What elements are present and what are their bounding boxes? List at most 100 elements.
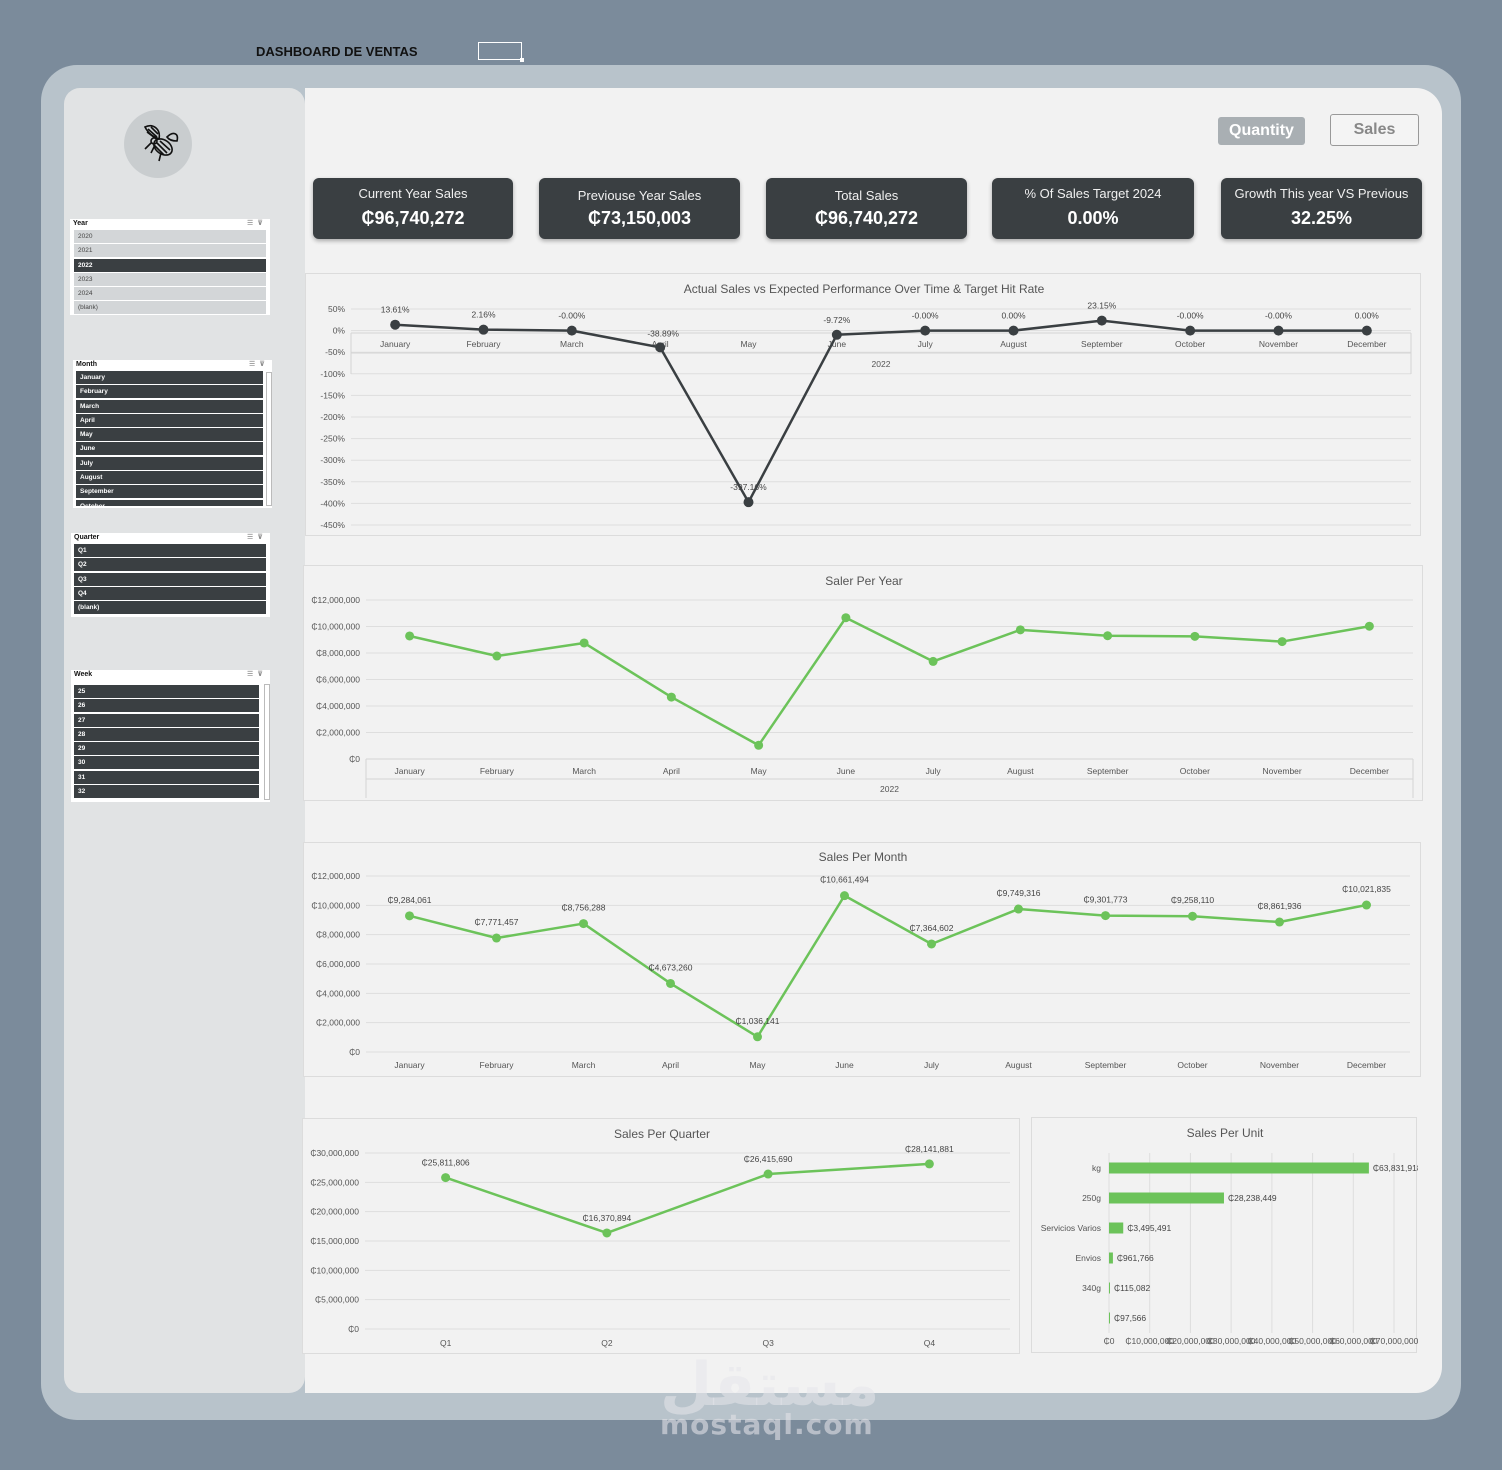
- data-point: [441, 1173, 451, 1183]
- slicer-item-week[interactable]: 25: [74, 685, 259, 698]
- slicer-item-week[interactable]: 30: [74, 756, 259, 770]
- sales-per-unit-chart[interactable]: Sales Per Unit ₵0 ₵10,000,000 ₵20,000,000 ₵3…: [1031, 1117, 1418, 1353]
- data-point: [841, 613, 851, 623]
- scrollbar[interactable]: [266, 372, 272, 506]
- slicer-filter-icon[interactable]: ☰⊽: [247, 220, 267, 227]
- data-label: ₵961,766: [1117, 1253, 1154, 1263]
- data-point: [602, 1228, 612, 1238]
- sales-per-year-chart[interactable]: Saler Per Year ₵12,000,000 ₵10,000,000 ₵8,0…: [303, 565, 1423, 801]
- data-label: ₵8,861,936: [1258, 901, 1302, 911]
- y-tick-label: ₵6,000,000: [316, 675, 360, 685]
- data-point: [1103, 631, 1113, 641]
- data-point: [1014, 904, 1023, 914]
- slicer-item-year[interactable]: 2022: [74, 258, 266, 272]
- slicer-item-month[interactable]: January: [76, 371, 263, 384]
- slicer-item-month[interactable]: August: [76, 471, 263, 485]
- slicer-item-quarter[interactable]: Q4: [74, 586, 266, 600]
- data-label: ₵9,258,110: [1171, 895, 1215, 905]
- series-line: [445, 1162, 930, 1235]
- slicer-item-month[interactable]: February: [76, 385, 263, 399]
- data-label: ₵10,021,835: [1342, 884, 1391, 894]
- slicer-item-month[interactable]: September: [76, 485, 263, 499]
- week-slicer[interactable]: Week ☰⊽ 25 26 27 28 29 30 31 32: [71, 670, 270, 802]
- y-tick-label: Servicios Varios: [1041, 1223, 1101, 1233]
- slicer-item-week[interactable]: 28: [74, 727, 259, 741]
- sales-button[interactable]: Sales: [1330, 114, 1419, 146]
- data-point: [492, 933, 501, 943]
- quarter-slicer[interactable]: Quarter ☰⊽ Q1 Q2 Q3 Q4 (blank): [71, 533, 270, 617]
- slicer-item-quarter[interactable]: (blank): [74, 601, 266, 615]
- data-label: 13.61%: [381, 305, 410, 315]
- slicer-item-year[interactable]: 2020: [74, 230, 266, 243]
- year-slicer[interactable]: Year ☰⊽ 2020 2021 2022 2023 2024 (blank): [70, 219, 270, 315]
- data-label: -0.00%: [558, 311, 585, 321]
- watermark: mostaql.com: [660, 1408, 874, 1441]
- slicer-item-week[interactable]: 27: [74, 713, 259, 727]
- slicer-filter-icon[interactable]: ☰⊽: [249, 361, 269, 368]
- x-tick-label: September: [1085, 1060, 1127, 1070]
- x-tick-label: March: [560, 339, 584, 349]
- bar: [1109, 1192, 1224, 1204]
- month-slicer[interactable]: Month ☰⊽ January February March April May June…: [73, 360, 272, 508]
- slicer-item-month[interactable]: April: [76, 413, 263, 427]
- x-tick-label: ₵50,000,000: [1288, 1336, 1337, 1346]
- y-tick-label: ₵30,000,000: [310, 1148, 359, 1158]
- sales-per-month-chart[interactable]: Sales Per Month ₵12,000,000 ₵10,000,000 ₵8,…: [303, 842, 1421, 1077]
- slicer-item-week[interactable]: 26: [74, 699, 259, 713]
- y-tick-label: -50%: [325, 347, 345, 357]
- y-tick-label: ₵8,000,000: [316, 648, 360, 658]
- x-tick-label: January: [394, 1060, 425, 1070]
- slicer-item-quarter[interactable]: Q2: [74, 558, 266, 572]
- x-tick-label: August: [1005, 1060, 1032, 1070]
- x-tick-label: ₵30,000,000: [1207, 1336, 1256, 1346]
- target-hit-rate-chart[interactable]: Actual Sales vs Expected Performance Ove…: [305, 273, 1421, 536]
- slicer-item-week[interactable]: 31: [74, 770, 259, 784]
- slicer-item-week[interactable]: 29: [74, 742, 259, 756]
- slicer-item-month[interactable]: October: [76, 499, 263, 506]
- slicer-filter-icon[interactable]: ☰⊽: [247, 534, 267, 541]
- slicer-item-quarter[interactable]: Q1: [74, 544, 266, 557]
- slicer-item-month[interactable]: May: [76, 428, 263, 442]
- data-point: [754, 740, 764, 750]
- slicer-item-month[interactable]: July: [76, 456, 263, 470]
- slicer-item-year[interactable]: 2024: [74, 287, 266, 301]
- slicer-item-year[interactable]: 2021: [74, 244, 266, 258]
- data-point: [666, 692, 676, 702]
- data-label: 0.00%: [1355, 311, 1380, 321]
- data-label: 0.00%: [1001, 311, 1026, 321]
- series-line: [395, 319, 1367, 504]
- quantity-button[interactable]: Quantity: [1218, 117, 1305, 145]
- data-point: [1275, 917, 1284, 927]
- slicer-item-quarter[interactable]: Q3: [74, 572, 266, 586]
- data-point: [927, 939, 936, 949]
- scrollbar[interactable]: [264, 684, 270, 800]
- data-point: [666, 978, 675, 988]
- slicer-filter-icon[interactable]: ☰⊽: [247, 671, 267, 678]
- data-point: [763, 1169, 773, 1179]
- slicer-item-year[interactable]: 2023: [74, 272, 266, 286]
- slicer-item-month[interactable]: June: [76, 442, 263, 456]
- data-point: [1101, 911, 1110, 921]
- chart-title: Sales Per Unit: [1187, 1126, 1264, 1140]
- data-point: [1096, 315, 1107, 326]
- slicer-item-week[interactable]: 32: [74, 785, 259, 799]
- x-tick-label: May: [751, 766, 768, 776]
- slicer-item-month[interactable]: March: [76, 399, 263, 413]
- kpi-value: 32.25%: [1290, 208, 1353, 228]
- sales-per-quarter-chart[interactable]: Sales Per Quarter ₵30,000,000 ₵25,000,000 ₵…: [302, 1118, 1020, 1354]
- data-point: [924, 1159, 934, 1169]
- data-label: 23.15%: [1087, 301, 1116, 311]
- data-label: ₵9,284,061: [388, 895, 432, 905]
- slicer-item-year[interactable]: (blank): [74, 301, 266, 315]
- data-label: ₵25,811,806: [422, 1158, 470, 1168]
- y-tick-label: ₵2,000,000: [316, 1018, 360, 1028]
- data-label: ₵97,566: [1114, 1313, 1146, 1323]
- kpi-label: Current Year Sales: [358, 186, 468, 201]
- watermark-logo: مستقل: [660, 1350, 880, 1420]
- y-tick-label: Envios: [1075, 1253, 1101, 1263]
- kpi-label: Total Sales: [834, 188, 899, 203]
- data-point: [840, 891, 849, 901]
- selected-cell[interactable]: [478, 42, 524, 62]
- x-tick-label: September: [1081, 339, 1123, 349]
- chart-title: Sales Per Quarter: [614, 1127, 710, 1141]
